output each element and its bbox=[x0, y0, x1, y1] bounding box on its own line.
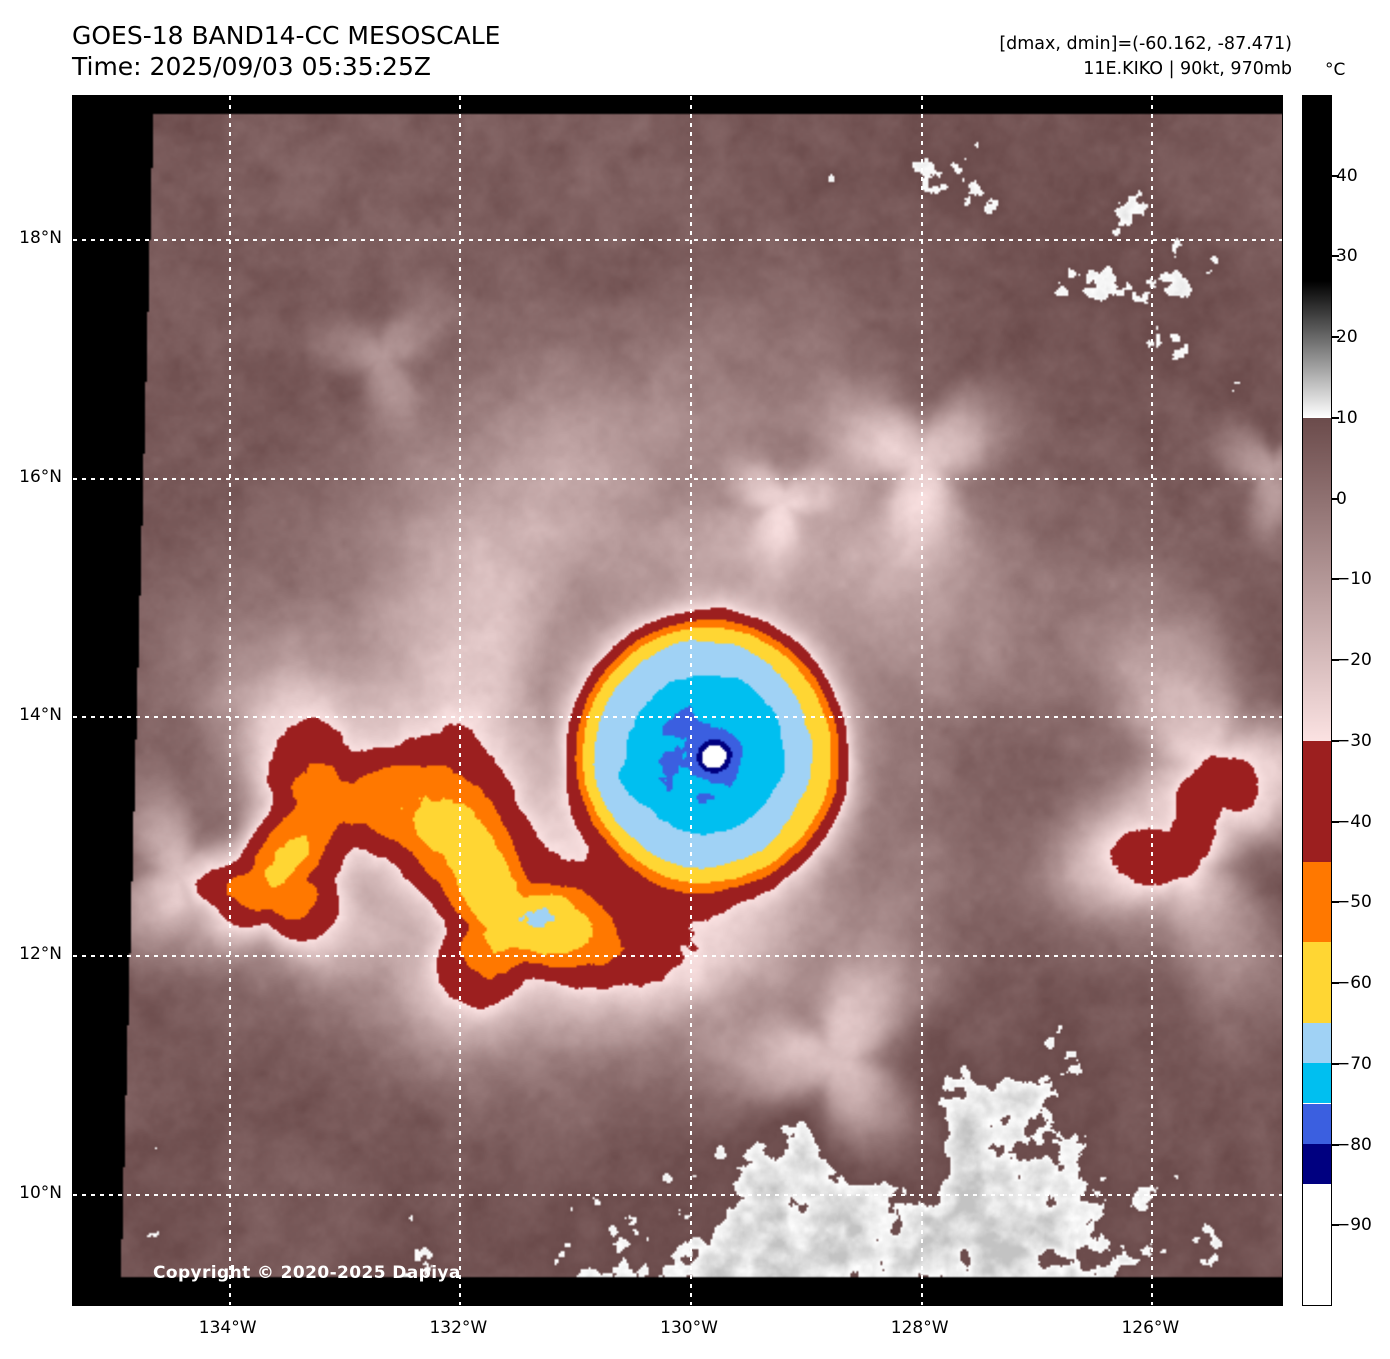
x-tick-label: 126°W bbox=[1121, 1318, 1180, 1338]
colorbar-tick-label: −30 bbox=[1336, 730, 1372, 751]
colorbar-tick-mark bbox=[1332, 255, 1339, 258]
timestamp-label: Time: 2025/09/03 05:35:25Z bbox=[72, 52, 431, 81]
storm-info-label: 11E.KIKO | 90kt, 970mb bbox=[1083, 59, 1292, 79]
metadata-block: [dmax, dmin]=(-60.162, -87.471) 11E.KIKO… bbox=[999, 32, 1292, 82]
colorbar-tick-label: 10 bbox=[1336, 407, 1358, 428]
colorbar-tick-mark bbox=[1332, 174, 1339, 177]
colorbar-tick-mark bbox=[1332, 901, 1339, 904]
y-tick-label: 16°N bbox=[19, 466, 62, 487]
y-tick-label: 18°N bbox=[19, 228, 62, 249]
colorbar-tick-mark bbox=[1332, 982, 1339, 985]
title-block: GOES-18 BAND14-CC MESOSCALE Time: 2025/0… bbox=[72, 20, 500, 82]
dmax-dmin-label: [dmax, dmin]=(-60.162, -87.471) bbox=[999, 34, 1292, 54]
colorbar-tick-label: −50 bbox=[1336, 892, 1372, 913]
colorbar-tick-label: −60 bbox=[1336, 973, 1372, 994]
colorbar-tick-mark bbox=[1332, 1143, 1339, 1146]
x-tick-label: 130°W bbox=[660, 1318, 718, 1338]
colorbar-band-light-blue bbox=[1303, 1022, 1331, 1064]
colorbar-tick-label: 20 bbox=[1336, 327, 1358, 348]
colorbar-band-orange bbox=[1303, 861, 1331, 943]
colorbar-tick-mark bbox=[1332, 416, 1339, 419]
colorbar-band-white-coldest bbox=[1303, 1184, 1331, 1305]
colorbar-tick-label: −80 bbox=[1336, 1134, 1372, 1155]
colorbar[interactable] bbox=[1302, 95, 1332, 1306]
satellite-imagery-canvas bbox=[73, 96, 1282, 1305]
x-tick-label: 134°W bbox=[198, 1318, 257, 1338]
colorbar-band-blue bbox=[1303, 1103, 1331, 1144]
colorbar-tick-label: −90 bbox=[1336, 1215, 1372, 1236]
colorbar-tick-mark bbox=[1332, 1062, 1339, 1065]
y-tick-label: 14°N bbox=[19, 705, 62, 726]
colorbar-tick-label: 40 bbox=[1336, 165, 1358, 186]
colorbar-tick-mark bbox=[1332, 578, 1339, 581]
colorbar-tick-label: −20 bbox=[1336, 650, 1372, 671]
plot-clip bbox=[73, 96, 1282, 1305]
colorbar-unit-label: °C bbox=[1325, 60, 1346, 80]
colorbar-band-mauve-ramp bbox=[1303, 418, 1331, 741]
colorbar-band-yellow bbox=[1303, 942, 1331, 1023]
colorbar-tick-mark bbox=[1332, 336, 1339, 339]
colorbar-band-cyan bbox=[1303, 1063, 1331, 1104]
y-tick-label: 12°N bbox=[19, 944, 62, 965]
colorbar-band-gray-ramp bbox=[1303, 281, 1331, 419]
copyright-label: Copyright © 2020-2025 Dapiya bbox=[153, 1263, 461, 1283]
colorbar-band-navy bbox=[1303, 1143, 1331, 1185]
colorbar-tick-label: 30 bbox=[1336, 246, 1358, 267]
colorbar-tick-label: −70 bbox=[1336, 1053, 1372, 1074]
colorbar-gradient bbox=[1303, 96, 1331, 1305]
colorbar-tick-mark bbox=[1332, 659, 1339, 662]
colorbar-tick-mark bbox=[1332, 739, 1339, 742]
x-tick-label: 128°W bbox=[890, 1318, 949, 1338]
colorbar-tick-mark bbox=[1332, 1224, 1339, 1227]
colorbar-tick-label: −40 bbox=[1336, 811, 1372, 832]
x-tick-label: 132°W bbox=[429, 1318, 488, 1338]
colorbar-band-black-hot bbox=[1303, 96, 1331, 282]
colorbar-tick-mark bbox=[1332, 497, 1339, 500]
satellite-image-plot[interactable]: Copyright © 2020-2025 Dapiya bbox=[72, 95, 1283, 1306]
colorbar-band-dark-red bbox=[1303, 740, 1331, 862]
page-title: GOES-18 BAND14-CC MESOSCALE bbox=[72, 21, 501, 50]
y-tick-label: 10°N bbox=[19, 1182, 62, 1203]
colorbar-tick-label: −10 bbox=[1336, 569, 1372, 590]
colorbar-tick-mark bbox=[1332, 820, 1339, 823]
colorbar-tick-label: 0 bbox=[1336, 488, 1347, 509]
